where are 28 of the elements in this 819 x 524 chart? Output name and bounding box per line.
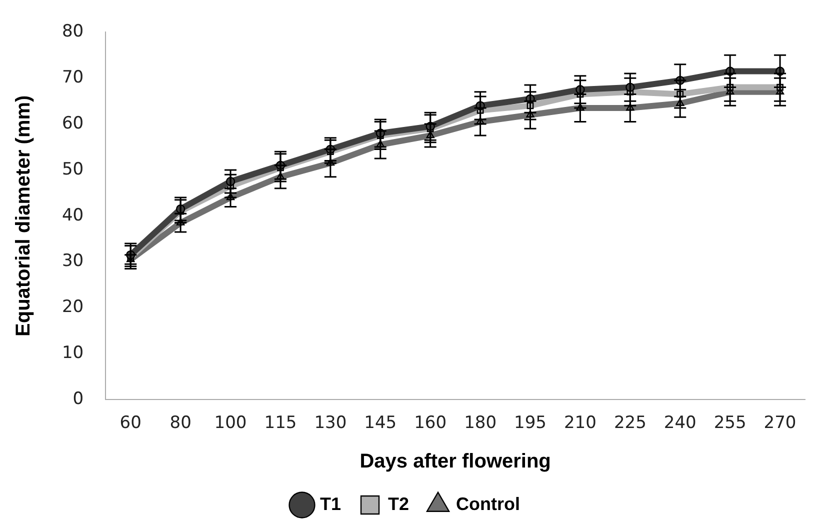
x-tick-label: 225 — [614, 413, 646, 434]
x-axis-title: Days after flowering — [360, 450, 551, 473]
y-axis-title: Equatorial diameter (mm) — [12, 95, 35, 336]
y-tick-label: 50 — [62, 159, 84, 180]
y-tick-label: 10 — [62, 343, 84, 364]
y-tick-label: 30 — [62, 251, 84, 272]
y-tick-label: 40 — [62, 205, 84, 226]
y-tick-label: 80 — [62, 22, 84, 42]
legend-label: Control — [456, 494, 520, 514]
x-tick-label: 115 — [264, 413, 297, 434]
legend-label: T1 — [320, 494, 342, 514]
x-tick-label: 80 — [170, 413, 192, 434]
x-tick-label: 160 — [414, 413, 447, 434]
x-tick-label: 255 — [714, 413, 746, 434]
y-tick-label: 20 — [62, 297, 84, 318]
x-tick-label: 180 — [464, 413, 497, 434]
x-tick-label: 145 — [364, 413, 397, 434]
x-tick-label: 270 — [764, 413, 796, 434]
y-tick-label: 60 — [62, 113, 84, 134]
y-tick-label: 70 — [62, 68, 84, 88]
x-tick-label: 100 — [214, 413, 247, 434]
y-tick-label: 0 — [72, 389, 84, 410]
x-tick-label: 240 — [664, 413, 696, 434]
x-tick-label: 60 — [120, 413, 142, 434]
x-tick-label: 130 — [314, 413, 347, 434]
legend-label: T2 — [388, 494, 410, 514]
x-tick-label: 195 — [514, 413, 546, 434]
x-tick-label: 210 — [564, 413, 596, 434]
